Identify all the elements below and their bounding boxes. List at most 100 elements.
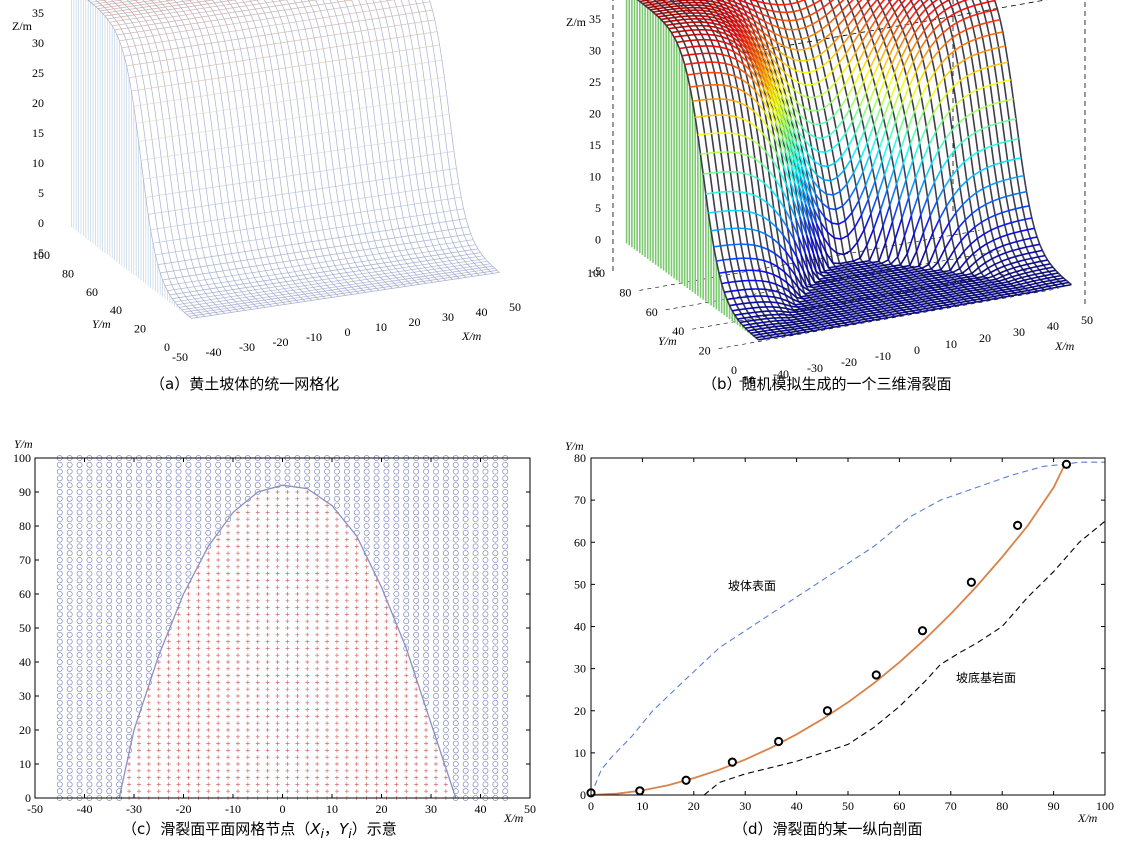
outside-node <box>442 645 449 652</box>
outside-node <box>145 536 152 543</box>
outside-node <box>116 781 123 788</box>
inside-node <box>226 551 231 556</box>
inside-node <box>374 734 379 739</box>
inside-node <box>146 721 151 726</box>
inside-node <box>265 510 270 515</box>
outside-node <box>76 631 83 638</box>
outside-node <box>106 747 113 754</box>
outside-node <box>126 482 132 489</box>
inside-node <box>384 721 389 726</box>
inside-node <box>196 660 201 664</box>
inside-node <box>315 537 320 542</box>
inside-node <box>255 551 260 556</box>
inside-node <box>156 782 161 787</box>
outside-node <box>413 618 420 625</box>
inside-node <box>325 748 330 753</box>
inside-node <box>255 782 260 787</box>
inside-node <box>245 755 250 760</box>
inside-node <box>334 687 339 692</box>
outside-node <box>353 461 360 468</box>
outside-node <box>76 686 83 693</box>
inside-node <box>245 680 250 685</box>
outside-node <box>373 482 380 489</box>
outside-node <box>482 489 489 495</box>
outside-node <box>482 747 489 754</box>
outside-node <box>195 529 202 536</box>
outside-node <box>492 686 499 693</box>
inside-node <box>305 673 310 678</box>
outside-node <box>126 502 132 509</box>
inside-node <box>394 755 399 760</box>
inside-node <box>255 517 260 522</box>
inside-node <box>285 660 290 664</box>
inside-node <box>315 700 320 705</box>
outside-node <box>462 604 469 611</box>
inside-node <box>414 748 419 753</box>
outside-node <box>136 645 142 652</box>
inside-node <box>443 775 448 780</box>
inside-node <box>344 632 349 637</box>
inside-node <box>374 694 379 698</box>
inside-node <box>206 694 211 698</box>
inside-node <box>305 755 310 760</box>
outside-node <box>393 577 400 584</box>
outside-node <box>116 591 123 597</box>
outside-node <box>472 720 479 727</box>
outside-node <box>383 489 390 495</box>
outside-node <box>492 536 499 543</box>
inside-node <box>285 734 290 739</box>
inside-node <box>206 639 211 644</box>
outside-node <box>462 733 469 740</box>
outside-node <box>136 475 142 482</box>
outside-node <box>215 461 222 468</box>
outside-node <box>274 468 281 475</box>
outside-node <box>383 461 390 468</box>
outside-node <box>373 550 380 557</box>
inside-node <box>265 496 270 501</box>
inside-node <box>364 666 369 671</box>
outside-node <box>492 754 499 761</box>
outside-node <box>403 523 410 529</box>
outside-node <box>145 591 152 597</box>
outside-node <box>116 631 123 638</box>
outside-node <box>452 686 459 693</box>
data-point <box>917 626 928 636</box>
inside-node <box>235 524 240 528</box>
outside-node <box>492 591 499 597</box>
outside-node <box>482 693 489 699</box>
x-axis-label: X/m <box>1054 339 1075 353</box>
outside-node <box>403 461 410 468</box>
inside-node <box>226 687 231 692</box>
outside-node <box>56 489 63 495</box>
outside-node <box>423 516 429 523</box>
outside-node <box>126 529 132 536</box>
outside-node <box>116 489 123 495</box>
inside-node <box>226 619 231 624</box>
outside-node <box>185 550 192 557</box>
outside-node <box>106 570 113 577</box>
inside-node <box>285 789 290 794</box>
outside-node <box>284 468 291 475</box>
data-point <box>635 786 645 796</box>
outside-node <box>126 665 132 672</box>
outside-node <box>433 706 439 713</box>
inside-node <box>374 673 379 678</box>
z-tick: 35 <box>32 6 44 20</box>
outside-node <box>442 665 449 672</box>
inside-node <box>344 673 349 678</box>
inside-node <box>325 680 330 685</box>
inside-node <box>354 789 359 794</box>
inside-node <box>206 741 211 746</box>
outside-node <box>433 611 439 618</box>
outside-node <box>86 767 93 774</box>
outside-node <box>502 468 509 475</box>
inside-node <box>325 632 330 637</box>
inside-node <box>275 714 280 719</box>
outside-node <box>56 536 63 543</box>
outside-node <box>155 638 162 645</box>
outside-node <box>452 733 459 740</box>
inside-node <box>295 490 300 494</box>
inside-node <box>196 721 201 726</box>
inside-node <box>305 762 310 766</box>
outside-node <box>175 543 182 550</box>
